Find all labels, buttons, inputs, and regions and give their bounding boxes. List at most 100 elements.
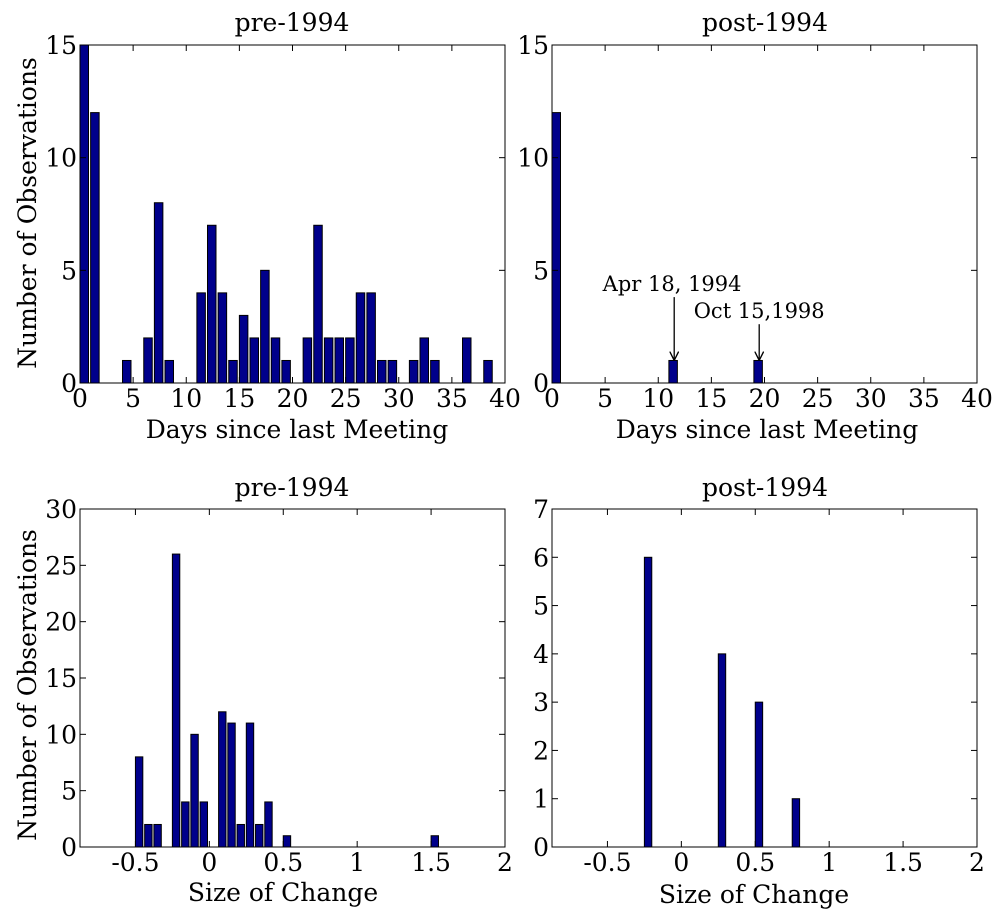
y-tick-label: 5 xyxy=(533,256,549,285)
bar xyxy=(207,224,217,384)
ticks: 0 5 10 15 20 25 30 35 40 0 5 10 15 xyxy=(45,31,521,413)
y-tick-label: 5 xyxy=(533,592,549,621)
y-tick-label: 5 xyxy=(61,777,77,806)
bar xyxy=(153,823,162,848)
panel-top-right: post-1994 Days since last Meeting 0 5 10 15… xyxy=(517,8,993,444)
bar xyxy=(430,835,439,848)
y-tick-label: 15 xyxy=(45,664,77,693)
x-tick-label: 40 xyxy=(489,384,521,413)
bar xyxy=(143,337,153,384)
x-tick-label: 25 xyxy=(802,384,834,413)
bar xyxy=(753,359,763,384)
x-tick-label: 10 xyxy=(170,384,202,413)
bars xyxy=(79,44,493,384)
annotation-apr-1994: Apr 18, 1994 xyxy=(602,272,742,296)
bars xyxy=(643,556,801,848)
bar xyxy=(281,359,291,384)
bar xyxy=(462,337,472,384)
ticks: -0.5 0 0.5 1 1.5 2 0 1 2 3 4 5 6 7 xyxy=(533,495,985,877)
x-tick-label: 0 xyxy=(72,384,88,413)
bar xyxy=(196,292,206,384)
bar xyxy=(199,801,209,848)
bar xyxy=(122,359,132,384)
x-axis-label: Size of Change xyxy=(659,880,849,909)
x-tick-label: 1.5 xyxy=(883,848,923,877)
bar xyxy=(430,359,440,384)
bar xyxy=(264,801,273,848)
x-tick-label: 0.5 xyxy=(735,848,775,877)
bar xyxy=(668,359,678,384)
panel-bottom-right: post-1994 Size of Change -0.5 0 0.5 1 1.5 2 0 1… xyxy=(533,473,985,909)
bar xyxy=(717,653,727,848)
bar xyxy=(355,292,366,384)
bar xyxy=(483,359,493,384)
y-tick-label: 30 xyxy=(45,495,77,524)
annotation-oct-1998: Oct 15,1998 xyxy=(694,299,825,323)
bar xyxy=(313,224,323,384)
bar xyxy=(190,733,199,848)
x-axis-label: Size of Change xyxy=(188,878,378,907)
bar xyxy=(218,711,227,848)
y-tick-label: 4 xyxy=(533,640,549,669)
y-axis-label: Number of Observations xyxy=(13,529,42,841)
ticks: 0 5 10 15 20 25 30 35 40 0 5 10 15 xyxy=(517,31,993,413)
bar xyxy=(551,112,561,384)
panel-top-left: pre-1994 Number of Observations Days sin… xyxy=(13,8,521,444)
x-tick-label: 20 xyxy=(749,384,781,413)
y-tick-label: 0 xyxy=(533,833,549,862)
plot-frame xyxy=(79,508,506,848)
x-tick-label: 15 xyxy=(223,384,255,413)
x-tick-label: 1.5 xyxy=(411,848,451,877)
x-tick-label: 35 xyxy=(908,384,940,413)
x-tick-label: 5 xyxy=(125,384,141,413)
bar xyxy=(754,701,764,848)
bar xyxy=(387,359,398,384)
bar xyxy=(408,359,419,384)
x-tick-label: 1 xyxy=(821,848,837,877)
x-tick-label: 30 xyxy=(383,384,415,413)
y-tick-label: 1 xyxy=(533,785,549,814)
bar xyxy=(153,202,164,384)
y-tick-label: 0 xyxy=(533,369,549,398)
x-tick-label: 15 xyxy=(695,384,727,413)
bars xyxy=(551,112,763,384)
bar xyxy=(302,337,313,384)
x-tick-label: 0 xyxy=(673,848,689,877)
bar xyxy=(228,359,238,384)
y-tick-label: 15 xyxy=(517,31,549,60)
y-tick-label: 10 xyxy=(517,144,549,173)
x-tick-label: 30 xyxy=(855,384,887,413)
x-axis-label: Days since last Meeting xyxy=(616,415,919,444)
y-tick-label: 10 xyxy=(45,144,77,173)
bar xyxy=(345,337,355,384)
bar xyxy=(144,823,153,848)
y-tick-label: 0 xyxy=(61,369,77,398)
y-tick-label: 25 xyxy=(45,551,77,580)
x-tick-label: 0 xyxy=(201,848,217,877)
x-tick-label: 5 xyxy=(597,384,613,413)
chart-title: pre-1994 xyxy=(235,8,350,37)
chart-title: pre-1994 xyxy=(235,473,350,502)
bar xyxy=(79,44,89,384)
bar xyxy=(245,722,255,848)
bar xyxy=(255,823,264,848)
y-tick-label: 5 xyxy=(61,256,77,285)
plot-frame xyxy=(551,508,978,848)
y-tick-label: 6 xyxy=(533,543,549,572)
x-tick-label: 1 xyxy=(349,848,365,877)
bar xyxy=(217,292,228,384)
x-tick-label: 10 xyxy=(642,384,674,413)
bar xyxy=(334,337,344,384)
bar xyxy=(260,269,270,384)
x-tick-label: 35 xyxy=(436,384,468,413)
plot-frame xyxy=(79,44,506,384)
chart-title: post-1994 xyxy=(702,8,828,37)
bar xyxy=(419,337,429,384)
bar xyxy=(282,835,292,848)
bar xyxy=(643,556,653,848)
bar xyxy=(181,801,190,848)
bar xyxy=(249,337,259,384)
y-tick-label: 0 xyxy=(61,833,77,862)
